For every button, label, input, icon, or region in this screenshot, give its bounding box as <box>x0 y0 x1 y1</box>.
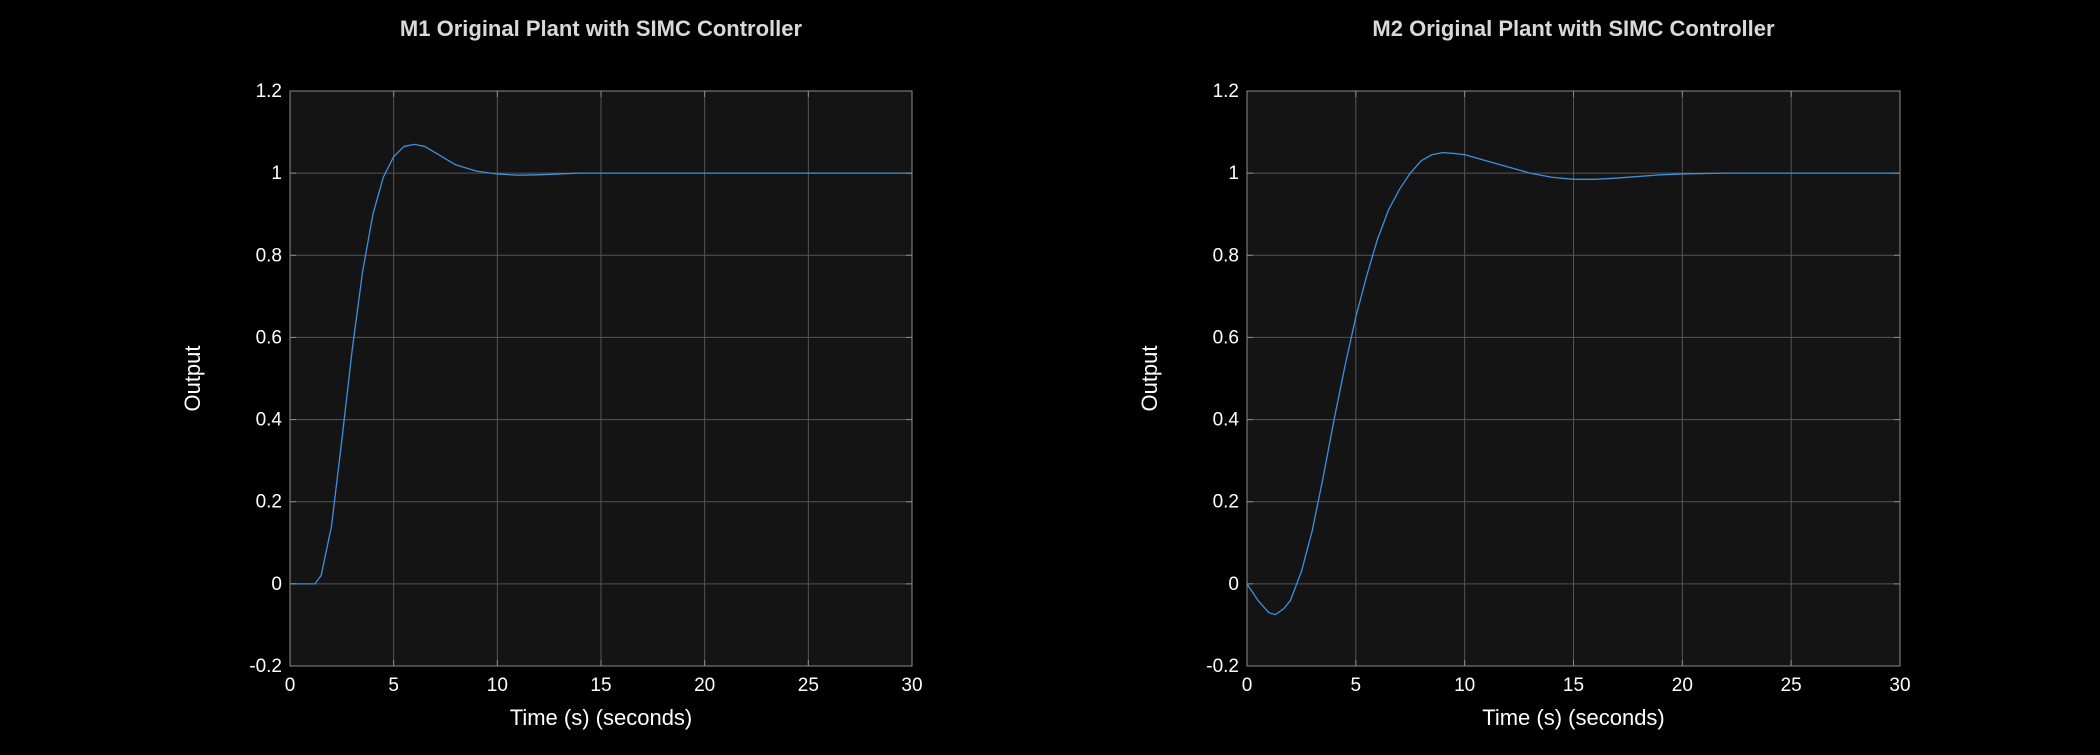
series-line <box>1246 151 1900 616</box>
x-tick-label: 5 <box>1351 675 1362 696</box>
ticks-group: 0 5 10 15 20 25 30-0.200.20.40.60.811.2 <box>249 81 922 696</box>
y-tick-label: 0.6 <box>1213 327 1239 348</box>
y-tick-label: 0.8 <box>1213 245 1239 266</box>
x-tick-label: 25 <box>798 675 819 696</box>
ticks-group: 0 5 10 15 20 25 30-0.200.20.40.60.811.2 <box>1206 81 1910 696</box>
x-tick-label: 5 <box>388 675 399 696</box>
x-tick-label: 10 <box>1454 675 1475 696</box>
y-tick-label: -0.2 <box>1206 656 1239 677</box>
chart-m2: 0 5 10 15 20 25 30-0.200.20.40.60.811.2 M2 Ori… <box>1137 16 1911 730</box>
grid-lines <box>1247 91 1900 666</box>
y-tick-label: 0 <box>1228 574 1239 595</box>
y-tick-label: 0.2 <box>256 492 282 513</box>
y-tick-label: 1.2 <box>256 81 282 102</box>
chart-title: M2 Original Plant with SIMC Controller <box>1372 16 1775 41</box>
x-tick-label: 10 <box>487 675 508 696</box>
x-tick-label: 20 <box>694 675 715 696</box>
y-tick-label: 0.4 <box>1213 410 1240 431</box>
y-axis-label: Output <box>1137 345 1162 411</box>
x-tick-label: 30 <box>901 675 922 696</box>
y-tick-label: 0 <box>271 574 282 595</box>
y-tick-label: 0.2 <box>1213 492 1239 513</box>
chart-m1: 0 5 10 15 20 25 30-0.200.20.40.60.811.2 M1 Ori… <box>180 16 923 730</box>
y-tick-label: 1.2 <box>1213 81 1239 102</box>
y-tick-label: 1 <box>1228 163 1239 184</box>
y-tick-label: 0.6 <box>256 327 282 348</box>
x-tick-label: 25 <box>1781 675 1802 696</box>
y-tick-label: 0.8 <box>256 245 282 266</box>
x-tick-label: 20 <box>1672 675 1693 696</box>
chart-title: M1 Original Plant with SIMC Controller <box>400 16 803 41</box>
x-tick-label: 0 <box>285 675 296 696</box>
x-axis-label: Time (s) (seconds) <box>510 705 693 730</box>
x-tick-label: 30 <box>1889 675 1910 696</box>
y-tick-label: 0.4 <box>256 410 283 431</box>
series-line <box>290 143 912 585</box>
x-tick-label: 15 <box>1563 675 1584 696</box>
y-tick-label: -0.2 <box>249 656 282 677</box>
y-axis-label: Output <box>180 345 205 411</box>
y-tick-label: 1 <box>271 163 282 184</box>
x-tick-label: 0 <box>1242 675 1253 696</box>
x-axis-label: Time (s) (seconds) <box>1482 705 1665 730</box>
x-tick-label: 15 <box>590 675 611 696</box>
series-group <box>290 143 912 585</box>
series-group <box>1246 151 1900 616</box>
